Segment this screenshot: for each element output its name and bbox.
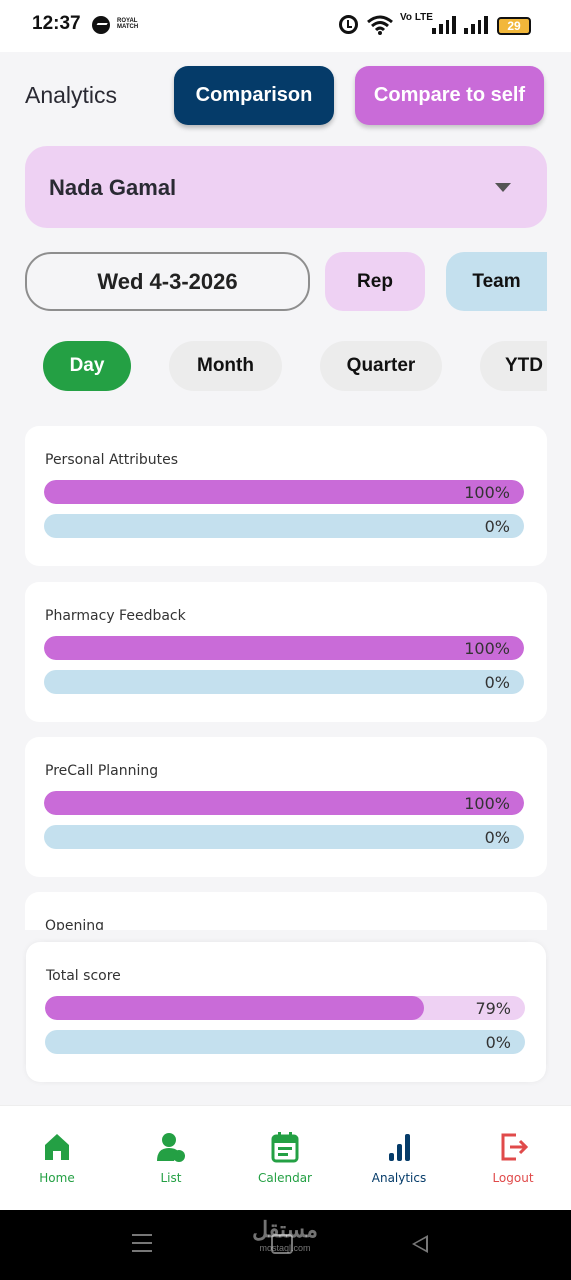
logout-icon — [501, 1133, 528, 1161]
rep-score-bar: 100% — [44, 791, 524, 815]
nav-calendar-label: Calendar — [258, 1171, 312, 1185]
system-navigation-bar: مستقل mostaql.com — [0, 1210, 571, 1280]
rep-score-label: 100% — [464, 639, 510, 658]
nav-analytics[interactable]: Analytics — [342, 1106, 456, 1211]
comparison-button[interactable]: Comparison — [174, 66, 334, 125]
nav-home[interactable]: Home — [0, 1106, 114, 1211]
total-score-card: Total score 79% 0% — [26, 942, 546, 1082]
nav-calendar[interactable]: Calendar — [228, 1106, 342, 1211]
rep-score-label: 100% — [464, 794, 510, 813]
watermark: مستقل — [252, 1217, 318, 1242]
rep-toggle-button[interactable]: Rep — [325, 252, 425, 311]
status-time: 12:37 — [32, 13, 81, 34]
system-home-icon[interactable] — [271, 1234, 293, 1254]
battery-icon: 29 — [497, 17, 531, 35]
volte-icon: Vo LTE — [400, 12, 433, 23]
score-card-title: Opening — [45, 918, 105, 930]
rep-score-fill — [44, 791, 524, 815]
rep-total-label: 79% — [475, 999, 511, 1018]
bottom-navigation: Home List Calendar Analytics — [0, 1105, 571, 1210]
signal-icon — [432, 16, 456, 34]
back-icon[interactable] — [412, 1235, 428, 1253]
recent-apps-icon[interactable] — [132, 1234, 152, 1254]
score-card-title: PreCall Planning — [45, 763, 159, 779]
tab-month[interactable]: Month — [169, 341, 282, 391]
score-card: Pharmacy Feedback 100% 0% — [25, 582, 547, 722]
rep-total-bar: 79% — [45, 996, 525, 1020]
wifi-icon — [367, 15, 393, 35]
score-card-title: Pharmacy Feedback — [45, 608, 186, 624]
nav-list[interactable]: List — [114, 1106, 228, 1211]
team-total-label: 0% — [485, 1033, 511, 1052]
team-score-bar: 0% — [44, 825, 524, 849]
person-list-icon — [157, 1133, 185, 1162]
total-score-title: Total score — [46, 968, 121, 984]
tab-ytd[interactable]: YTD — [480, 341, 547, 391]
home-icon — [45, 1134, 69, 1160]
tab-quarter[interactable]: Quarter — [320, 341, 442, 391]
nav-home-label: Home — [39, 1171, 75, 1185]
period-tabs: Day Month Quarter YTD — [25, 341, 547, 391]
team-score-bar: 0% — [44, 670, 524, 694]
score-card: Opening — [25, 892, 547, 930]
team-toggle-button[interactable]: Team — [446, 252, 547, 311]
bar-chart-icon — [389, 1134, 410, 1161]
team-total-bar: 0% — [45, 1030, 525, 1054]
score-card: Personal Attributes 100% 0% — [25, 426, 547, 566]
messenger-icon — [92, 16, 110, 34]
rep-score-fill — [44, 480, 524, 504]
alarm-icon — [339, 15, 358, 34]
team-score-label: 0% — [484, 673, 510, 692]
rep-score-bar: 100% — [44, 480, 524, 504]
nav-logout-label: Logout — [492, 1171, 534, 1185]
rep-selector-value: Nada Gamal — [49, 175, 177, 200]
score-card: PreCall Planning 100% 0% — [25, 737, 547, 877]
date-picker[interactable]: Wed 4-3-2026 — [25, 252, 310, 311]
rep-selector[interactable]: Nada Gamal — [25, 146, 547, 228]
battery-level: 29 — [507, 19, 521, 33]
royal-match-icon: ROYAL MATCH — [117, 18, 139, 30]
nav-list-label: List — [160, 1171, 182, 1185]
score-cards-list[interactable]: Personal Attributes 100% 0% Pharmacy Fee… — [0, 410, 571, 930]
team-score-label: 0% — [484, 828, 510, 847]
team-score-label: 0% — [484, 517, 510, 536]
calendar-icon — [271, 1132, 299, 1163]
tab-day[interactable]: Day — [43, 341, 131, 391]
nav-analytics-label: Analytics — [371, 1171, 427, 1185]
signal-icon — [464, 16, 488, 34]
dropdown-arrow-icon — [495, 183, 511, 192]
team-score-bar: 0% — [44, 514, 524, 538]
rep-score-bar: 100% — [44, 636, 524, 660]
compare-to-self-button[interactable]: Compare to self — [355, 66, 544, 125]
page-title: Analytics — [25, 82, 118, 108]
rep-total-fill — [45, 996, 425, 1020]
status-bar: 12:37 ROYAL MATCH Vo LTE 29 — [0, 0, 571, 52]
rep-score-fill — [44, 636, 524, 660]
score-card-title: Personal Attributes — [45, 452, 179, 468]
nav-logout[interactable]: Logout — [456, 1106, 570, 1211]
watermark-url: mostaql.com — [259, 1243, 311, 1253]
rep-score-label: 100% — [464, 483, 510, 502]
